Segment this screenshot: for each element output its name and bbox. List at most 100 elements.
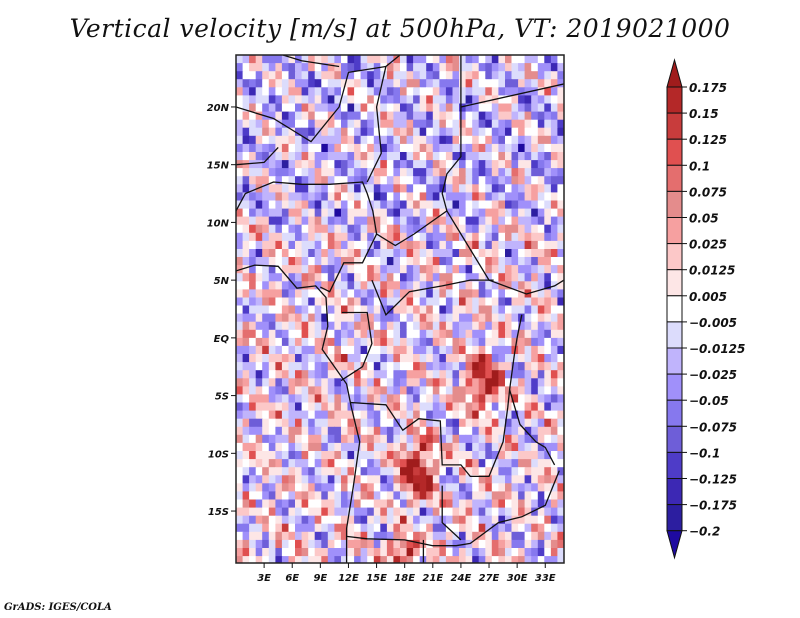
- field-cell: [478, 55, 486, 64]
- colorbar-label: −0.005: [689, 316, 737, 330]
- field-cell: [308, 548, 316, 557]
- field-cell: [452, 507, 460, 517]
- field-cell: [472, 160, 480, 169]
- field-cell: [275, 240, 283, 250]
- field-cell: [485, 378, 493, 387]
- field-cell: [360, 337, 368, 347]
- field-cell: [537, 224, 545, 234]
- field-cell: [400, 176, 408, 185]
- field-cell: [295, 531, 303, 541]
- field-cell: [550, 184, 559, 193]
- field-cell: [472, 273, 480, 282]
- field-cell: [419, 321, 427, 331]
- field-cell: [413, 281, 421, 290]
- field-cell: [564, 419, 571, 428]
- field-cell: [445, 515, 454, 525]
- field-cell: [413, 87, 421, 96]
- field-cell: [550, 273, 559, 282]
- field-cell: [301, 539, 309, 549]
- field-cell: [550, 321, 559, 331]
- field-cell: [275, 386, 283, 396]
- field-cell: [301, 321, 309, 331]
- field-cell: [393, 426, 401, 436]
- field-cell: [413, 515, 421, 525]
- field-cell: [341, 386, 349, 396]
- field-cell: [393, 378, 401, 387]
- field-cell: [314, 135, 322, 145]
- field-cell: [478, 362, 486, 371]
- field-cell: [498, 434, 506, 444]
- field-cell: [478, 160, 486, 169]
- field-cell: [531, 313, 539, 323]
- field-cell: [419, 232, 427, 242]
- field-cell: [524, 176, 532, 185]
- field-cell: [419, 434, 427, 444]
- field-cell: [564, 386, 571, 395]
- field-cell: [465, 370, 473, 379]
- field-cell: [275, 515, 283, 525]
- field-cell: [380, 281, 388, 290]
- field-cell: [445, 499, 454, 509]
- field-cell: [367, 71, 375, 80]
- field-cell: [354, 354, 362, 363]
- field-cell: [242, 95, 250, 105]
- field-cell: [347, 289, 355, 299]
- field-cell: [537, 531, 545, 541]
- field-cell: [281, 491, 290, 501]
- field-cell: [413, 321, 421, 331]
- field-cell: [419, 426, 427, 436]
- colorbar-swatch: [666, 269, 683, 297]
- field-cell: [531, 362, 539, 371]
- field-cell: [334, 475, 342, 484]
- field-cell: [505, 55, 513, 64]
- field-cell: [262, 265, 270, 274]
- field-cell: [406, 71, 414, 80]
- field-cell: [360, 491, 368, 501]
- field-cell: [268, 216, 276, 226]
- field-cell: [334, 71, 342, 80]
- field-cell: [445, 87, 454, 96]
- field-cell: [341, 281, 349, 290]
- field-cell: [505, 354, 513, 363]
- field-cell: [255, 143, 263, 153]
- field-cell: [459, 160, 467, 169]
- field-cell: [432, 362, 440, 371]
- field-cell: [242, 370, 250, 379]
- field-cell: [445, 523, 454, 533]
- field-cell: [347, 451, 355, 460]
- field-cell: [518, 289, 526, 299]
- field-cell: [334, 273, 342, 282]
- field-cell: [531, 232, 539, 242]
- field-cell: [321, 467, 329, 476]
- field-cell: [242, 378, 250, 387]
- field-cell: [485, 394, 493, 404]
- field-cell: [426, 176, 434, 185]
- field-cell: [439, 152, 447, 161]
- field-cell: [518, 434, 526, 444]
- field-cell: [564, 500, 571, 509]
- field-cell: [439, 337, 447, 347]
- field-cell: [491, 232, 499, 242]
- field-cell: [498, 152, 506, 161]
- field-cell: [386, 79, 395, 88]
- field-cell: [550, 160, 559, 169]
- field-cell: [255, 467, 263, 476]
- field-cell: [419, 515, 427, 525]
- field-cell: [295, 345, 303, 355]
- field-cell: [393, 281, 401, 290]
- field-cell: [334, 378, 342, 387]
- field-cell: [354, 71, 362, 80]
- field-cell: [295, 257, 303, 266]
- field-cell: [354, 192, 362, 202]
- field-cell: [334, 281, 342, 290]
- field-cell: [327, 305, 335, 315]
- field-cell: [334, 240, 342, 250]
- field-cell: [373, 345, 381, 355]
- field-cell: [511, 135, 519, 145]
- field-cell: [255, 63, 263, 72]
- field-cell: [236, 442, 244, 452]
- field-cell: [380, 362, 388, 371]
- field-cell: [393, 418, 401, 428]
- field-cell: [472, 63, 480, 72]
- field-cell: [465, 257, 473, 266]
